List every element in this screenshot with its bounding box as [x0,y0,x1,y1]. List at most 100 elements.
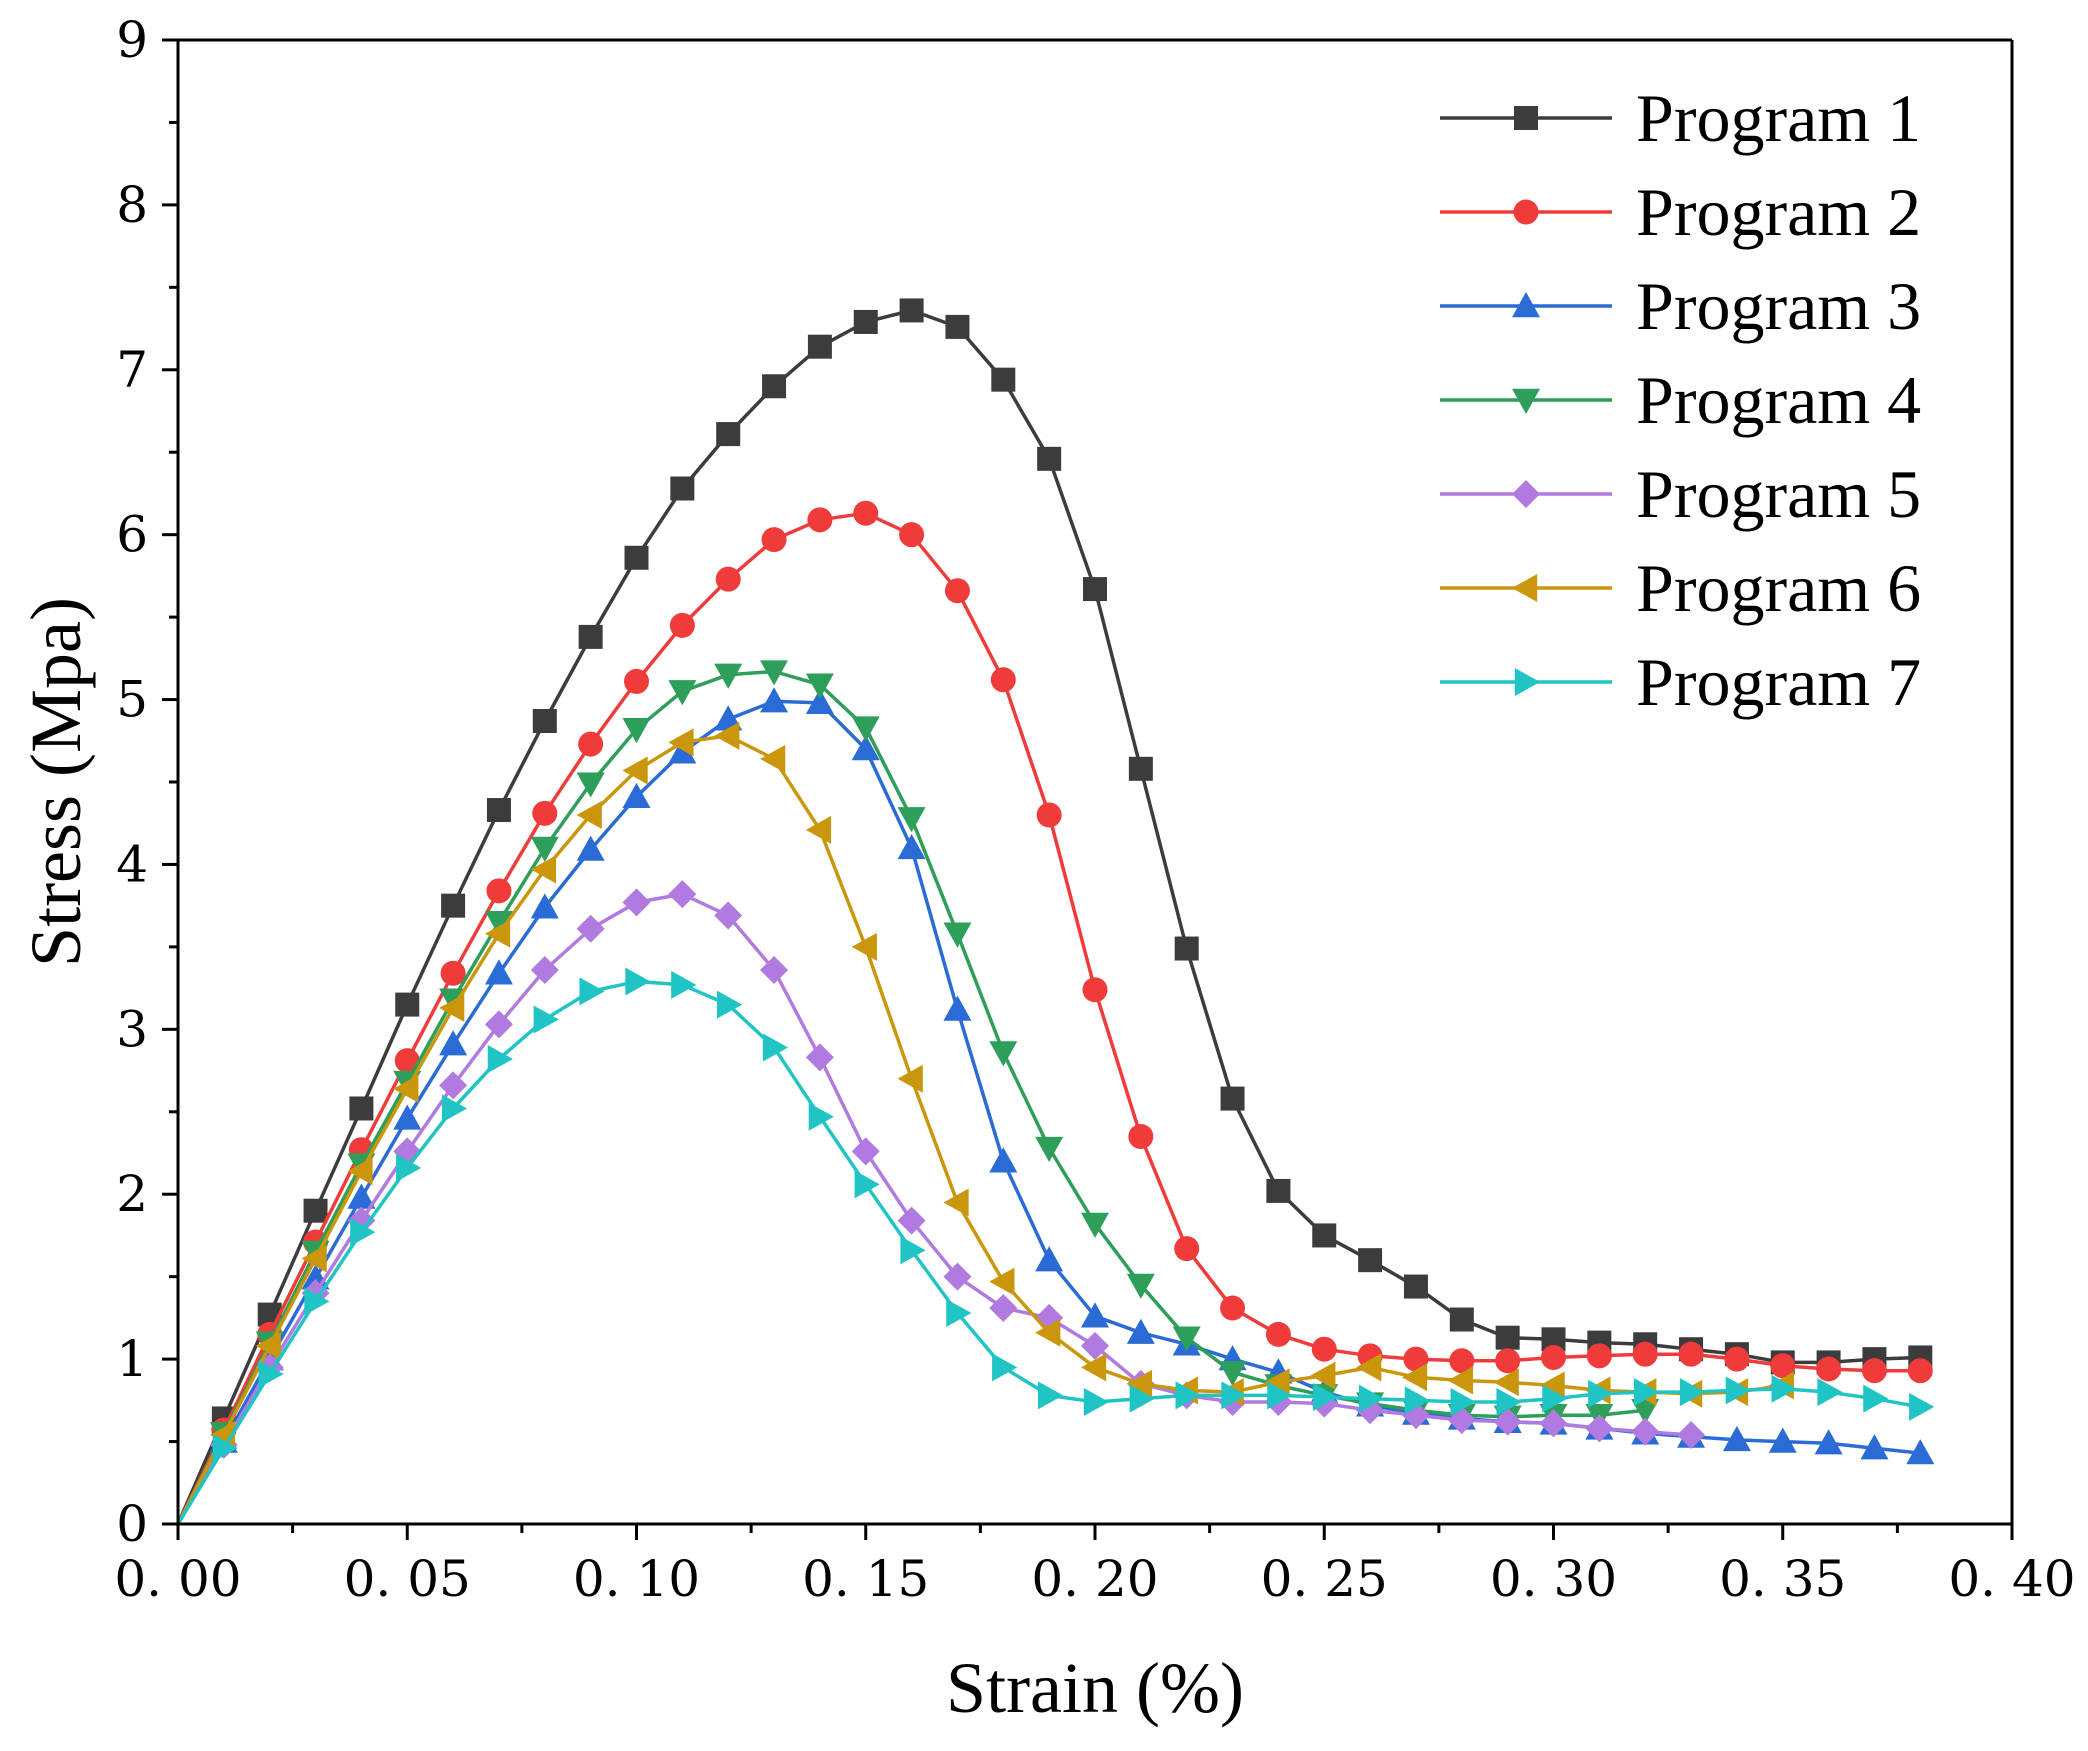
data-point [1358,1384,1385,1413]
data-point [1906,1439,1935,1465]
legend-label: Program 3 [1636,268,1921,344]
data-point [393,1104,422,1130]
data-point [212,1434,238,1463]
data-point [897,1064,923,1093]
data-point [624,545,649,570]
data-point [1035,1246,1064,1272]
y-tick-label: 7 [116,341,148,399]
data-point [761,527,787,553]
data-point [576,914,605,943]
data-point [1175,1381,1201,1410]
data-point [1310,1361,1336,1390]
data-point [347,1157,373,1186]
data-point [669,612,695,638]
legend-item-4: Program 4 [1440,362,1921,438]
data-point [1401,1363,1428,1392]
data-point [943,1262,972,1291]
legend-item-6: Program 6 [1440,550,1921,626]
data-point [989,1293,1018,1322]
data-point [1035,1318,1061,1347]
data-point [439,993,465,1022]
legend-marker [1512,480,1540,508]
x-tick-label: 0. 15 [802,1550,929,1608]
data-point [717,990,743,1019]
data-point [808,1102,834,1131]
data-point [943,995,972,1021]
data-point [484,919,511,948]
data-point [1174,936,1199,961]
data-point [671,970,697,999]
legend-marker [1512,574,1538,602]
data-point [395,992,420,1017]
data-point [1313,1383,1339,1412]
legend-label: Program 1 [1636,80,1921,156]
data-point [897,833,926,860]
data-point [853,500,879,526]
data-point [530,955,559,984]
legend-item-2: Program 2 [1440,174,1921,250]
data-point [715,566,741,592]
data-point [576,835,605,861]
data-point [1588,1379,1614,1408]
data-point [670,476,695,501]
x-tick-label: 0. 05 [344,1550,471,1608]
series-7 [176,967,1935,1525]
data-point [578,624,603,649]
series-layer [176,298,1935,1525]
data-point [1267,1381,1293,1410]
y-tick-label: 1 [116,1330,148,1388]
data-point [530,855,556,884]
data-point [945,314,970,339]
legend-marker [1512,292,1540,318]
data-point [1495,1325,1520,1350]
legend-marker [1513,199,1539,225]
x-tick-label: 0. 30 [1490,1550,1617,1608]
data-point [484,910,513,937]
legend-marker [1514,106,1538,130]
data-point [1814,1429,1843,1455]
data-point [1126,1369,1153,1398]
data-point [1404,1386,1430,1415]
y-tick-label: 8 [116,176,148,234]
data-point [805,815,832,844]
data-point [1539,1409,1568,1438]
data-point [1861,1358,1887,1384]
data-point [1128,1124,1154,1150]
data-point [668,728,694,757]
x-axis-title: Strain (%) [946,1648,1244,1728]
data-point [1311,1336,1337,1362]
data-point [897,1206,926,1235]
data-point [762,374,787,399]
x-tick-label: 0. 20 [1031,1550,1158,1608]
data-point [1585,1414,1614,1443]
y-tick-label: 2 [116,1165,148,1223]
data-point [1037,446,1062,471]
data-point [1722,1425,1751,1452]
x-tick-label: 0. 00 [114,1550,241,1608]
data-point [1312,1223,1337,1248]
legend-label: Program 7 [1636,644,1921,720]
y-tick-label: 4 [116,835,148,893]
data-point [1082,977,1108,1003]
data-point [439,1071,468,1100]
legend-marker [1512,388,1540,414]
legend-item-7: Program 7 [1440,644,1921,720]
data-point [989,1147,1018,1173]
data-point [1221,1381,1247,1410]
data-point [1081,1212,1109,1238]
data-point [350,1218,376,1247]
data-point [1677,1420,1706,1449]
data-point [487,1045,513,1074]
data-point [1128,756,1153,781]
data-point [301,1244,327,1273]
legend-label: Program 6 [1636,550,1921,626]
data-point [989,1267,1015,1296]
data-point [1356,1353,1382,1382]
data-point [1218,1361,1247,1387]
y-tick-label: 3 [116,1000,148,1058]
data-point [1493,1407,1522,1436]
data-point [622,756,648,785]
data-point [714,901,743,930]
data-point [532,800,558,826]
data-point [1450,1387,1476,1416]
